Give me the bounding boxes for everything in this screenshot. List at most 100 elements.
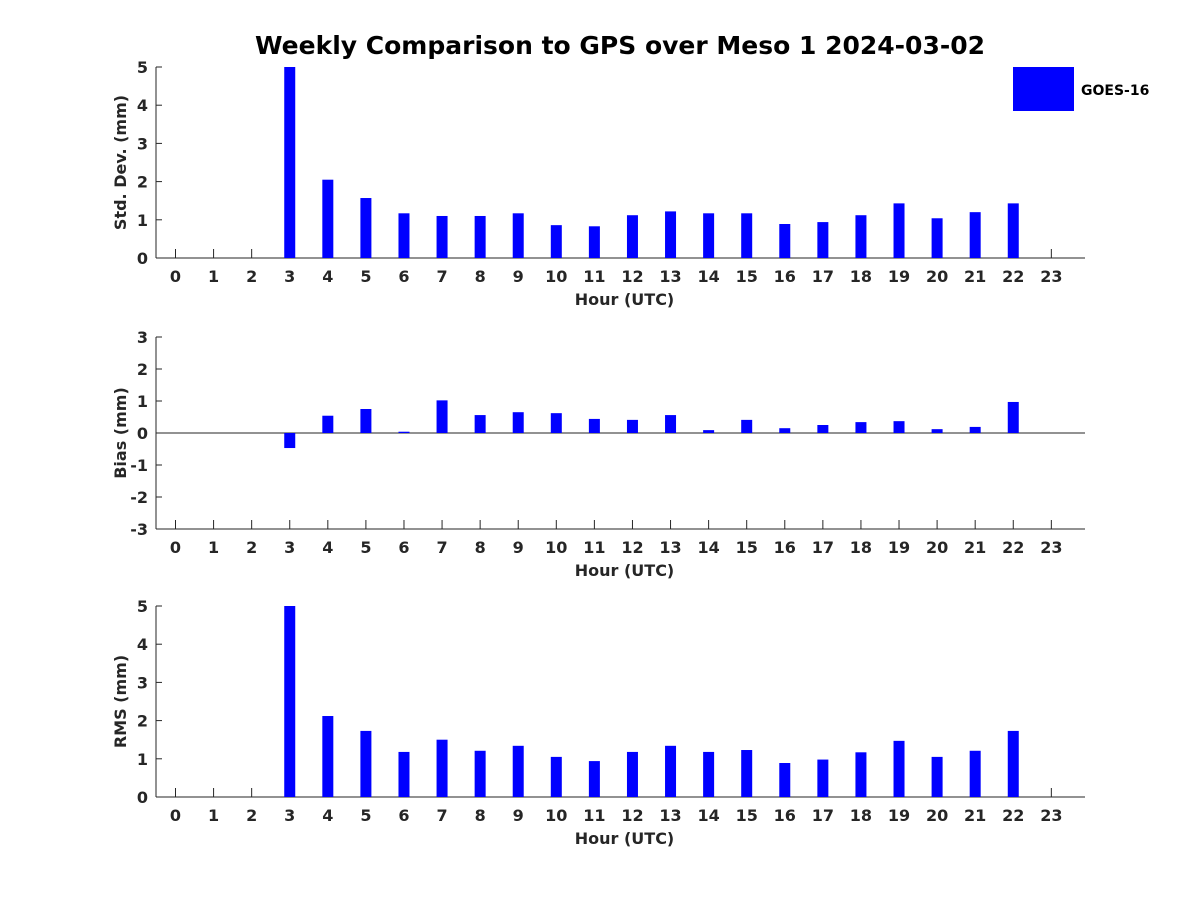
x-tick-label: 13 [659, 538, 681, 557]
bar-hour-9 [512, 213, 524, 258]
x-tick-label: 19 [888, 806, 910, 825]
y-tick-label: -2 [130, 488, 148, 507]
x-tick-label: 19 [888, 267, 910, 286]
x-tick-label: 22 [1002, 806, 1024, 825]
x-tick-label: 1 [208, 806, 219, 825]
x-tick-label: 2 [246, 806, 257, 825]
x-tick-label: 22 [1002, 538, 1024, 557]
x-tick-label: 22 [1002, 267, 1024, 286]
bar-hour-6 [398, 751, 410, 797]
y-tick-label: 1 [137, 392, 148, 411]
bar-hour-8 [474, 215, 486, 258]
bar-hour-14 [703, 213, 715, 258]
x-tick-label: 2 [246, 538, 257, 557]
bar-hour-20 [931, 756, 943, 797]
bar-hour-8 [474, 415, 486, 433]
bar-hour-15 [741, 213, 753, 258]
y-tick-label: 1 [137, 211, 148, 230]
bar-hour-9 [512, 745, 524, 797]
x-tick-label: 13 [659, 267, 681, 286]
x-tick-label: 18 [850, 538, 872, 557]
x-tick-label: 17 [812, 538, 834, 557]
bar-hour-6 [398, 431, 410, 433]
bar-hour-4 [322, 415, 334, 433]
x-tick-label: 12 [621, 267, 643, 286]
legend: GOES-16 [1013, 67, 1149, 111]
y-tick-label: 3 [137, 328, 148, 347]
bar-hour-19 [893, 203, 905, 258]
x-axis-label: Hour (UTC) [575, 829, 675, 848]
x-axis-label: Hour (UTC) [575, 290, 675, 309]
x-tick-label: 9 [513, 267, 524, 286]
x-tick-label: 10 [545, 806, 567, 825]
bar-hour-4 [322, 179, 334, 258]
bar-hour-16 [779, 224, 791, 258]
x-tick-label: 12 [621, 806, 643, 825]
y-tick-label: 0 [137, 424, 148, 443]
x-tick-label: 8 [475, 806, 486, 825]
x-tick-label: 3 [284, 806, 295, 825]
x-tick-label: 5 [360, 806, 371, 825]
bar-hour-11 [588, 418, 600, 433]
x-tick-label: 5 [360, 538, 371, 557]
bar-hour-5 [360, 198, 372, 258]
x-tick-label: 1 [208, 267, 219, 286]
bar-hour-21 [969, 750, 981, 797]
y-tick-label: 3 [137, 673, 148, 692]
bar-hour-12 [626, 751, 638, 797]
y-axis-label: RMS (mm) [111, 655, 130, 748]
x-tick-label: 16 [774, 267, 796, 286]
y-tick-label: 2 [137, 360, 148, 379]
bar-hour-19 [893, 740, 905, 797]
bar-hour-7 [436, 215, 448, 258]
x-tick-label: 7 [436, 267, 447, 286]
y-tick-label: 4 [137, 635, 148, 654]
x-tick-label: 14 [697, 267, 719, 286]
x-tick-label: 20 [926, 538, 948, 557]
bar-hour-15 [741, 419, 753, 433]
legend-label: GOES-16 [1081, 83, 1149, 99]
bar-hour-10 [550, 225, 562, 258]
bar-hour-11 [588, 226, 600, 258]
x-tick-label: 3 [284, 267, 295, 286]
bar-hour-14 [703, 751, 715, 797]
x-tick-label: 17 [812, 267, 834, 286]
x-tick-label: 15 [736, 538, 758, 557]
bar-hour-21 [969, 426, 981, 433]
bar-hour-22 [1007, 401, 1019, 433]
x-tick-label: 7 [436, 538, 447, 557]
x-tick-label: 19 [888, 538, 910, 557]
x-tick-label: 9 [513, 538, 524, 557]
x-tick-label: 4 [322, 538, 333, 557]
bar-hour-22 [1007, 730, 1019, 797]
bar-hour-17 [817, 759, 829, 797]
y-tick-label: 2 [137, 173, 148, 192]
x-tick-label: 21 [964, 267, 986, 286]
x-tick-label: 14 [697, 538, 719, 557]
x-tick-label: 16 [774, 538, 796, 557]
x-tick-label: 4 [322, 267, 333, 286]
x-tick-label: 23 [1040, 538, 1062, 557]
bar-hour-18 [855, 215, 867, 258]
y-tick-label: 4 [137, 96, 148, 115]
y-tick-label: 5 [137, 597, 148, 616]
y-tick-label: 2 [137, 712, 148, 731]
x-tick-label: 13 [659, 806, 681, 825]
legend-swatch [1013, 67, 1074, 111]
x-tick-label: 11 [583, 538, 605, 557]
bar-hour-16 [779, 763, 791, 797]
x-axis-label: Hour (UTC) [575, 561, 675, 580]
x-tick-label: 10 [545, 538, 567, 557]
x-tick-label: 11 [583, 267, 605, 286]
x-tick-label: 10 [545, 267, 567, 286]
bar-hour-5 [360, 730, 372, 797]
x-tick-label: 1 [208, 538, 219, 557]
x-tick-label: 8 [475, 538, 486, 557]
x-tick-label: 18 [850, 806, 872, 825]
x-tick-label: 15 [736, 806, 758, 825]
y-tick-label: 1 [137, 750, 148, 769]
x-tick-label: 0 [170, 806, 181, 825]
